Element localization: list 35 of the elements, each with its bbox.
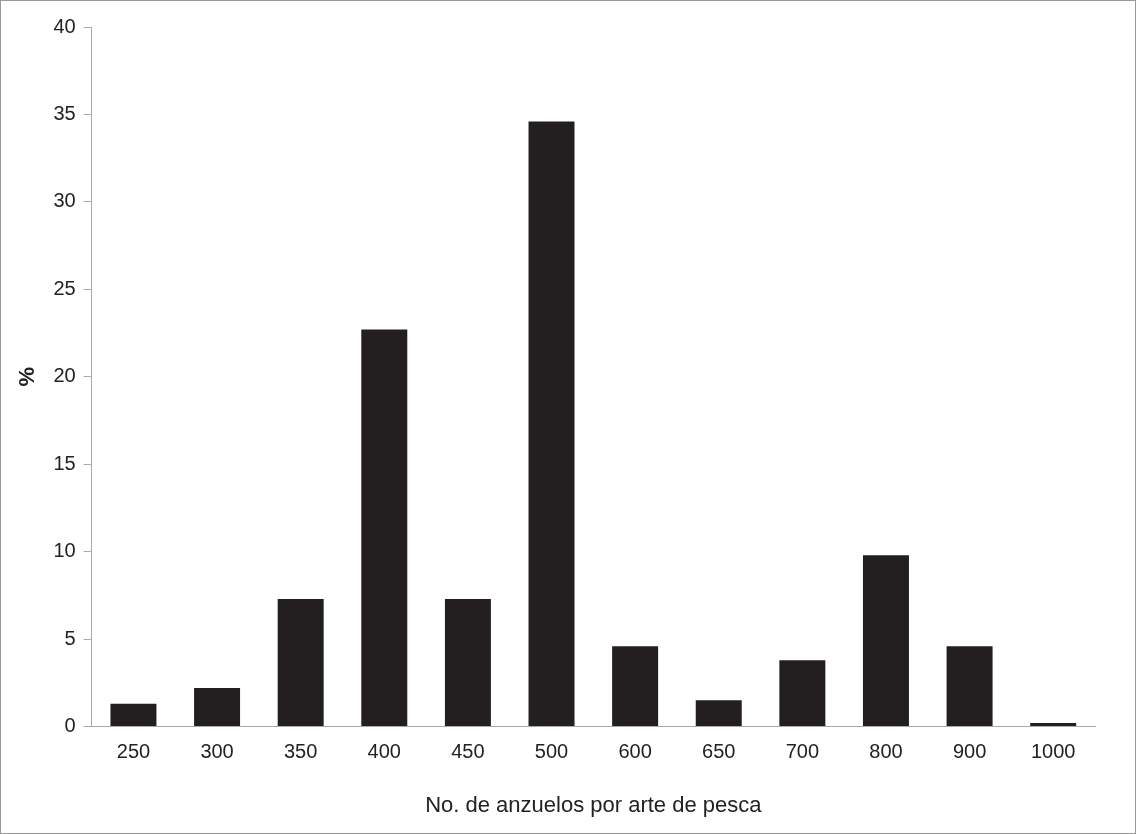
bar (862, 555, 909, 727)
x-tick-label: 400 (367, 740, 401, 763)
x-axis-title: No. de anzuelos por arte de pesca (425, 791, 763, 817)
bar (361, 329, 408, 727)
x-tick-label: 700 (785, 740, 820, 763)
y-tick-label: 15 (53, 451, 76, 474)
y-tick-label: 35 (53, 101, 76, 124)
x-tick-label: 500 (534, 740, 569, 763)
bar (1030, 723, 1077, 727)
y-tick-label: 30 (53, 189, 76, 212)
y-axis-title: % (14, 367, 40, 387)
y-tick-label: 10 (53, 539, 76, 562)
y-tick-label: 0 (64, 714, 76, 737)
x-tick-label: 900 (952, 740, 987, 763)
bar (612, 646, 659, 727)
x-tick-label: 650 (702, 740, 736, 763)
x-tick-label: 250 (116, 740, 151, 763)
bar (194, 688, 241, 727)
bar (528, 121, 575, 727)
bar (779, 660, 826, 727)
bar (110, 703, 157, 727)
y-tick-label: 20 (53, 364, 76, 387)
x-tick-label: 600 (618, 740, 652, 763)
x-tick-label: 800 (869, 740, 903, 763)
x-tick-label: 300 (200, 740, 234, 763)
y-tick-label: 5 (64, 626, 76, 649)
bar (277, 598, 324, 727)
x-tick-label: 1000 (1030, 740, 1076, 763)
x-tick-label: 350 (283, 740, 318, 763)
bar (444, 598, 491, 727)
y-tick-label: 25 (53, 276, 76, 299)
bar (695, 700, 742, 727)
y-tick-label: 40 (53, 14, 76, 37)
x-tick-label: 450 (451, 740, 485, 763)
bar (946, 646, 993, 727)
